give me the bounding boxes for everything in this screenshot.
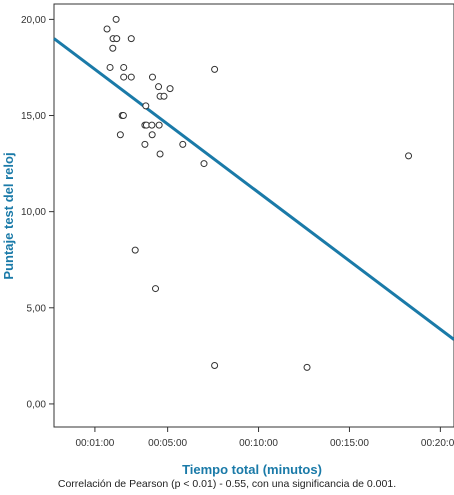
data-point xyxy=(148,73,156,81)
data-point xyxy=(109,44,117,52)
plot-frame xyxy=(53,3,454,428)
data-point xyxy=(120,63,128,71)
y-tick-label: 20,00 xyxy=(21,15,46,26)
x-tick-label: 00:01:00 xyxy=(75,438,114,449)
y-axis-title: Puntaje test del reloj xyxy=(1,152,16,279)
data-point xyxy=(119,112,127,120)
regression-line xyxy=(53,37,454,341)
x-tick-label: 00:05:00 xyxy=(148,438,187,449)
data-point xyxy=(141,140,149,148)
data-point xyxy=(127,73,135,81)
data-point xyxy=(166,85,174,93)
data-point xyxy=(148,131,156,139)
x-tick-label: 00:20:00 xyxy=(421,438,454,449)
data-point xyxy=(200,160,208,168)
data-point xyxy=(155,83,163,91)
data-point xyxy=(156,150,164,158)
data-point xyxy=(106,63,114,71)
y-tick-label: 10,00 xyxy=(21,207,46,218)
data-point xyxy=(148,121,156,129)
data-point xyxy=(152,285,160,293)
data-point xyxy=(211,361,219,369)
x-tick-label: 00:15:00 xyxy=(330,438,369,449)
data-point xyxy=(160,92,168,100)
data-point xyxy=(112,15,120,23)
data-point xyxy=(211,65,219,73)
y-tick-label: 15,00 xyxy=(21,111,46,122)
data-points xyxy=(103,15,413,371)
data-point xyxy=(113,35,121,43)
data-point xyxy=(120,73,128,81)
x-tick-label: 00:10:00 xyxy=(239,438,278,449)
data-point xyxy=(131,246,139,254)
data-point xyxy=(127,35,135,43)
x-axis-title: Tiempo total (minutos) xyxy=(182,462,322,477)
x-axis-ticks: 00:01:00 00:05:00 00:10:00 00:15:00 00:20:00 xyxy=(75,427,454,449)
y-axis-ticks: 0,00 5,00 10,00 15,00 20,00 xyxy=(21,15,54,410)
data-point xyxy=(405,152,413,160)
y-tick-label: 5,00 xyxy=(27,303,47,314)
y-tick-label: 0,00 xyxy=(27,399,47,410)
correlation-footnote: Correlación de Pearson (p < 0.01) - 0.55… xyxy=(57,478,397,490)
data-point xyxy=(179,140,187,148)
data-point xyxy=(116,131,124,139)
data-point xyxy=(155,121,163,129)
data-point xyxy=(103,25,111,33)
data-point xyxy=(142,102,150,110)
data-point xyxy=(303,363,311,371)
